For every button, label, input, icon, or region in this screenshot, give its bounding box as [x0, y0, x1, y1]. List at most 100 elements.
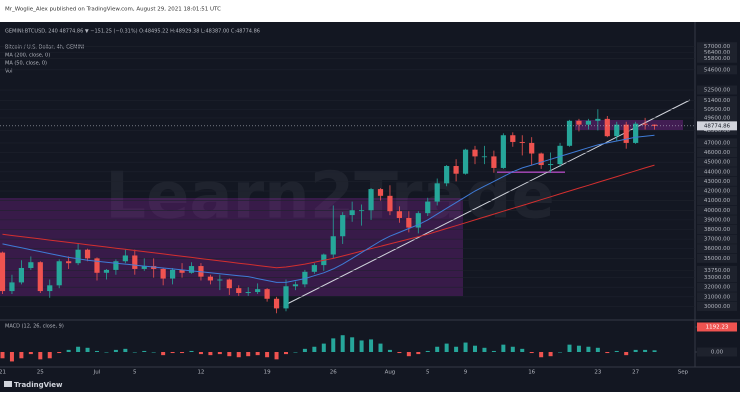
candle-body	[406, 217, 412, 228]
candle-body	[519, 141, 525, 143]
y-tick-label: 39000.00	[704, 217, 731, 223]
y-tick-label: 31000.00	[704, 294, 731, 300]
candle-body	[47, 285, 53, 292]
brand-logo	[4, 381, 12, 387]
axis-label-box	[697, 292, 737, 302]
axis-label-box	[697, 225, 737, 235]
ma-line	[2, 164, 655, 269]
macd-bar	[132, 351, 137, 353]
x-tick-label: 26	[330, 370, 337, 376]
y-tick-label: 44000.00	[704, 169, 731, 175]
y-tick-label: 56400.00	[704, 50, 731, 56]
macd-bar	[482, 347, 487, 352]
macd-bar	[57, 351, 62, 354]
candle-body	[264, 289, 270, 299]
macd-bar	[208, 351, 213, 356]
y-tick-label: 54600.00	[704, 67, 731, 73]
macd-bar	[265, 351, 270, 358]
axis-label-box	[697, 186, 737, 196]
axis-label-box	[697, 347, 737, 357]
candle-body	[66, 261, 72, 264]
axis-label-box	[697, 53, 737, 63]
macd-bar	[435, 346, 440, 352]
x-tick-label: 9	[464, 370, 468, 376]
range-box	[575, 120, 683, 130]
macd-bar	[189, 350, 194, 352]
candle-body	[283, 286, 289, 309]
candle-body	[75, 249, 81, 264]
trend-line	[284, 99, 691, 306]
chart-title: Bitcoin / U.S. Dollar, 4h, GEMINI	[5, 45, 84, 51]
macd-bar	[359, 340, 364, 352]
x-tick-label: 19	[264, 370, 271, 376]
macd-bar	[151, 351, 156, 353]
candle-body	[481, 156, 488, 158]
candle-body	[217, 279, 223, 281]
candle-body	[529, 142, 535, 154]
macd-tick-label: 1192.23	[706, 324, 729, 330]
y-tick-label: 55800.00	[704, 56, 731, 62]
candle-body	[37, 262, 43, 292]
macd-bar	[302, 348, 307, 352]
macd-bar	[529, 351, 534, 354]
y-tick-label: 41000.00	[704, 198, 731, 204]
legend-entry: MA (200, close, 0)	[5, 53, 50, 59]
macd-bar	[397, 351, 402, 354]
macd-bar	[350, 337, 355, 352]
macd-bar	[567, 344, 572, 352]
macd-bar	[104, 351, 109, 353]
macd-bar	[28, 351, 33, 355]
y-tick-label: 43000.00	[704, 179, 731, 185]
axis-label-box	[697, 265, 737, 275]
macd-bar	[624, 351, 629, 356]
macd-bar	[274, 351, 279, 360]
macd-label: MACD (12, 26, close, 9)	[5, 324, 64, 330]
candle-body	[368, 189, 374, 211]
candle-body	[292, 284, 299, 287]
candle-body	[160, 268, 166, 279]
candle-body	[28, 262, 34, 268]
candle-body	[340, 215, 346, 237]
macd-bar	[406, 351, 411, 357]
macd-bar	[227, 351, 232, 357]
axis-label-box	[697, 322, 737, 332]
x-tick-label: 25	[37, 370, 44, 376]
macd-bar	[76, 346, 81, 352]
macd-bar	[321, 343, 326, 352]
candle-body	[0, 252, 6, 292]
candle-body	[623, 124, 629, 143]
candle-body	[18, 267, 24, 283]
candle-body	[425, 201, 431, 214]
candle-body	[349, 210, 355, 216]
candle-body	[122, 255, 128, 262]
macd-bar	[47, 351, 52, 359]
macd-bar	[217, 351, 222, 355]
candle-body	[604, 118, 610, 137]
last-price-box	[697, 121, 737, 131]
macd-bar	[605, 351, 610, 354]
candle-body	[170, 269, 176, 279]
candle-body	[255, 289, 261, 293]
macd-bar	[95, 350, 99, 352]
macd-bar	[491, 350, 496, 352]
macd-bar	[520, 348, 525, 352]
candle-body	[595, 118, 601, 121]
candle-body	[236, 288, 242, 293]
macd-bar	[444, 343, 449, 352]
candle-body	[179, 269, 185, 273]
x-tick-label: 16	[528, 370, 535, 376]
candle-body	[500, 135, 506, 168]
macd-bar	[161, 351, 166, 356]
axis-label-box	[697, 148, 737, 158]
candle-body	[538, 153, 544, 166]
macd-bar	[595, 347, 600, 352]
axis-label-box	[697, 282, 737, 292]
macd-bar	[558, 351, 563, 353]
y-tick-label: 30000.00	[704, 304, 731, 310]
candle-body	[585, 120, 591, 125]
symbol-line: GEMINI:BTCUSD, 240 48774.86 ▼ −151.25 (−…	[5, 29, 260, 35]
macd-bar	[548, 351, 553, 357]
axis-label-box	[697, 215, 737, 225]
macd-bar	[0, 351, 5, 359]
axis-label-box	[697, 273, 737, 283]
